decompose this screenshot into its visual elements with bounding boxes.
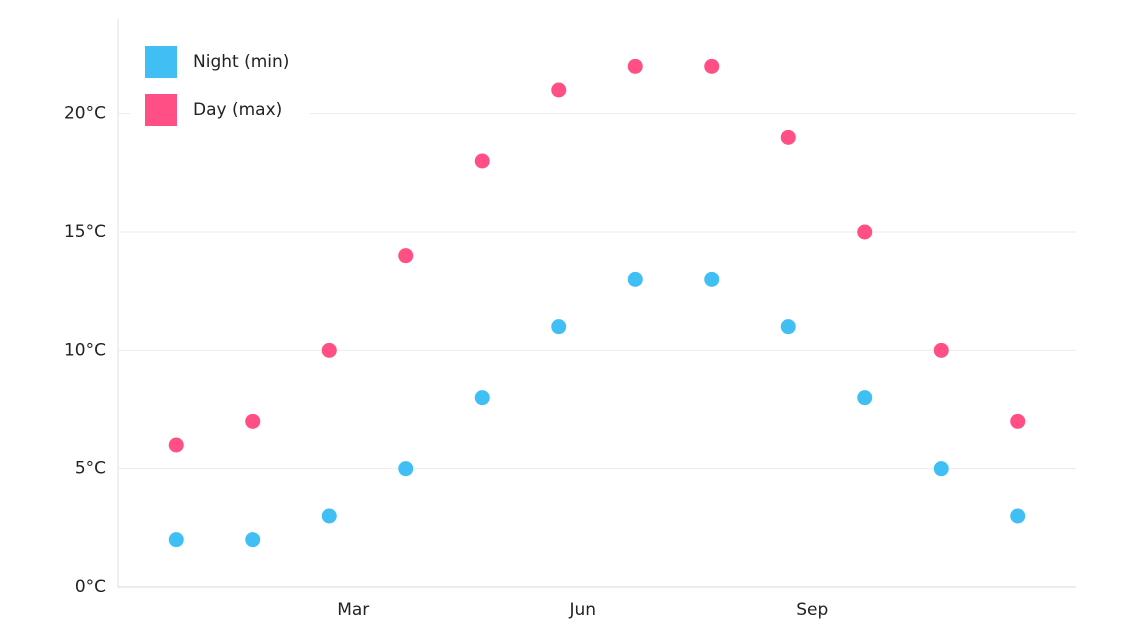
x-tick-label: Jun bbox=[568, 600, 596, 620]
y-tick-label: 5°C bbox=[75, 459, 106, 479]
point bbox=[551, 319, 567, 335]
point bbox=[627, 58, 643, 74]
point bbox=[1010, 413, 1026, 429]
point bbox=[398, 461, 414, 477]
point bbox=[168, 437, 184, 453]
point bbox=[321, 508, 337, 524]
point bbox=[1010, 508, 1026, 524]
point bbox=[780, 129, 796, 145]
point bbox=[398, 248, 414, 264]
x-tick-label: Mar bbox=[337, 600, 369, 620]
point bbox=[551, 82, 567, 98]
point bbox=[933, 342, 949, 358]
point bbox=[627, 271, 643, 287]
legend-label: Day (max) bbox=[193, 100, 282, 120]
y-tick-label: 0°C bbox=[75, 577, 106, 597]
point bbox=[780, 319, 796, 335]
x-tick-label: Sep bbox=[796, 600, 828, 620]
legend-label: Night (min) bbox=[193, 52, 289, 72]
legend-swatch bbox=[145, 46, 177, 78]
y-tick-label: 10°C bbox=[64, 340, 106, 360]
point bbox=[321, 342, 337, 358]
point bbox=[704, 58, 720, 74]
point bbox=[857, 390, 873, 406]
point bbox=[933, 461, 949, 477]
legend-swatch bbox=[145, 94, 177, 126]
point bbox=[857, 224, 873, 240]
point bbox=[245, 413, 261, 429]
point bbox=[704, 271, 720, 287]
y-tick-label: 15°C bbox=[64, 222, 106, 242]
point bbox=[474, 153, 490, 169]
point bbox=[168, 532, 184, 548]
y-tick-label: 20°C bbox=[64, 104, 106, 124]
point bbox=[245, 532, 261, 548]
point bbox=[474, 390, 490, 406]
